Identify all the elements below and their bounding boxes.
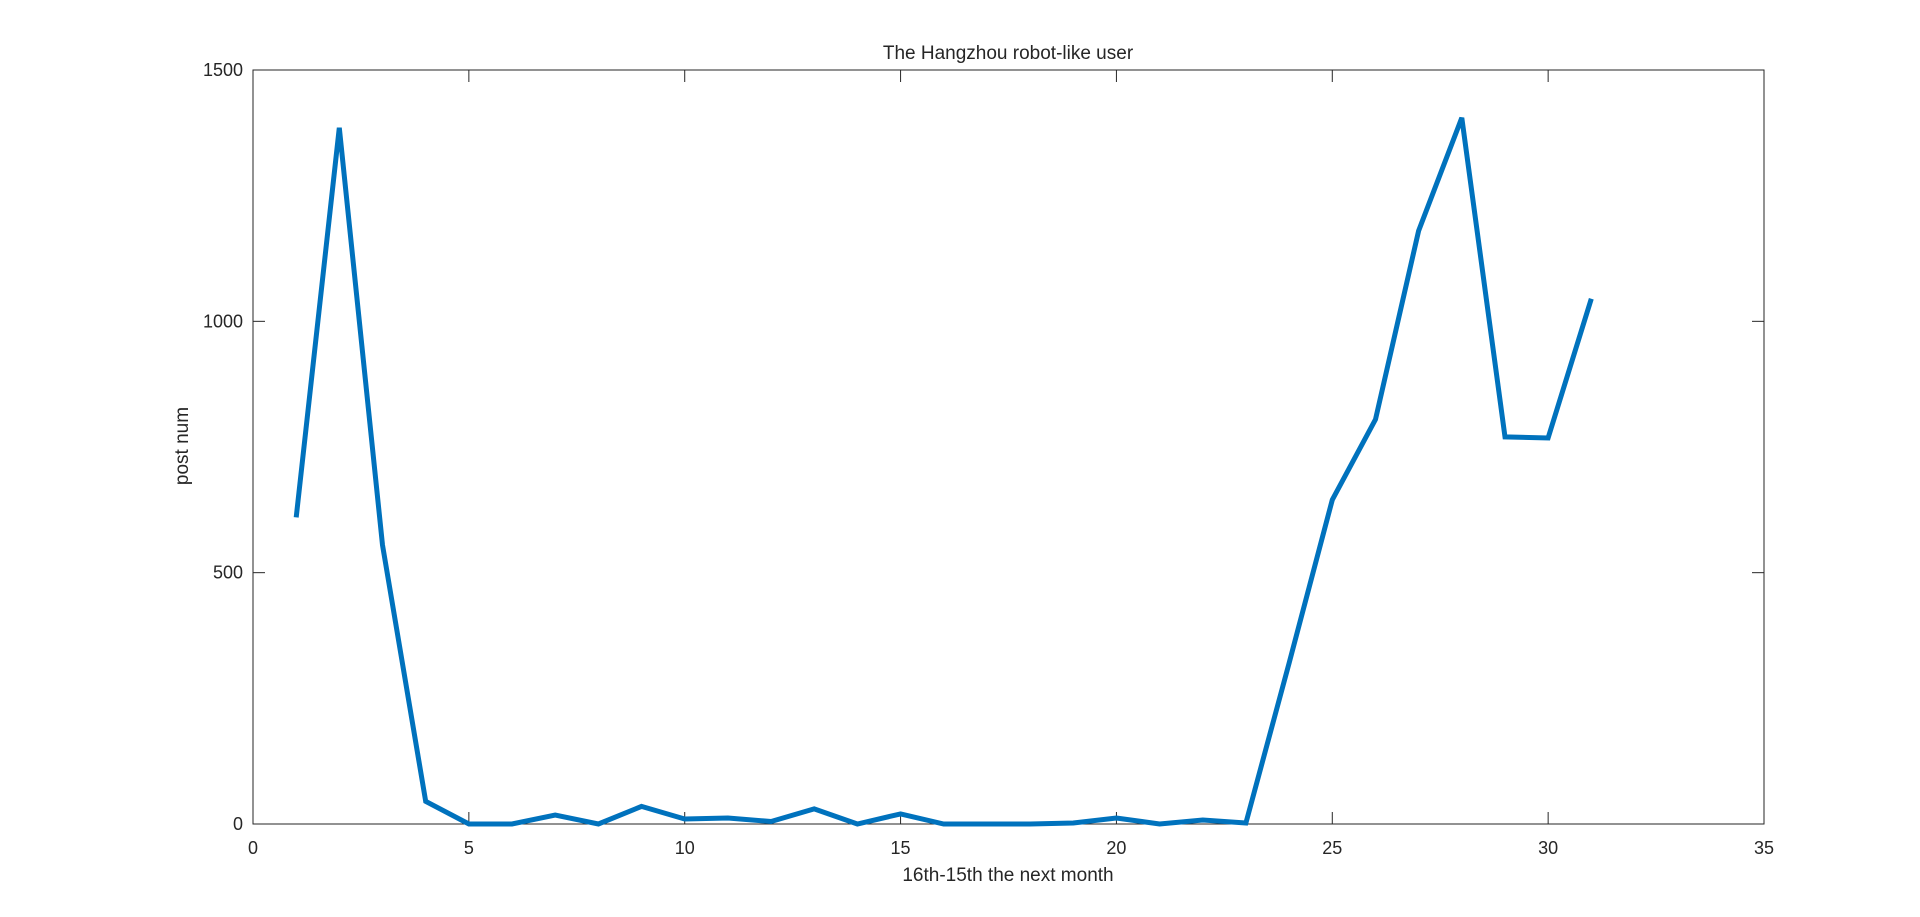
y-tick-label: 1500 — [203, 60, 243, 80]
y-axis-label: post num — [172, 407, 193, 485]
data-point — [1546, 435, 1551, 440]
x-axis-label: 16th-15th the next month — [902, 865, 1113, 886]
data-point — [1114, 815, 1119, 820]
x-tick-label: 25 — [1322, 838, 1342, 858]
x-tick-label: 0 — [248, 838, 258, 858]
x-tick-label: 35 — [1754, 838, 1774, 858]
plot-area — [252, 69, 1765, 825]
data-point — [1157, 822, 1162, 827]
y-tick-label: 0 — [233, 814, 243, 834]
data-point — [423, 799, 428, 804]
data-point — [639, 804, 644, 809]
data-point — [466, 822, 471, 827]
x-tick-label: 20 — [1106, 838, 1126, 858]
data-point — [1200, 817, 1205, 822]
data-point — [1330, 497, 1335, 502]
series-layer — [293, 115, 1594, 827]
x-tick-label: 15 — [891, 838, 911, 858]
data-point — [984, 822, 989, 827]
x-tick-label: 10 — [675, 838, 695, 858]
data-point — [1287, 661, 1292, 666]
data-point — [1071, 820, 1076, 825]
data-point — [812, 806, 817, 811]
chart-title: The Hangzhou robot-like user — [883, 43, 1134, 64]
x-tick-label: 30 — [1538, 838, 1558, 858]
data-point — [898, 811, 903, 816]
data-point — [1502, 434, 1507, 439]
plot-frame — [252, 69, 1765, 825]
data-point — [596, 822, 601, 827]
data-point — [1459, 115, 1464, 120]
data-point — [1028, 822, 1033, 827]
data-point — [725, 815, 730, 820]
data-point — [769, 819, 774, 824]
data-point — [1416, 228, 1421, 233]
y-tick-label: 500 — [213, 563, 243, 583]
x-tick-label: 5 — [464, 838, 474, 858]
data-point — [294, 515, 299, 520]
series-line — [293, 116, 1594, 827]
y-axis: 0 500 1000 1500 — [203, 60, 1764, 834]
y-tick-label: 1000 — [203, 311, 243, 331]
data-point — [1243, 820, 1248, 825]
data-point — [380, 543, 385, 548]
data-point — [941, 822, 946, 827]
data-point — [682, 816, 687, 821]
data-point — [1373, 417, 1378, 422]
data-point — [553, 812, 558, 817]
data-point — [1589, 296, 1594, 301]
data-point — [510, 822, 515, 827]
data-point — [855, 822, 860, 827]
data-point — [337, 125, 342, 130]
